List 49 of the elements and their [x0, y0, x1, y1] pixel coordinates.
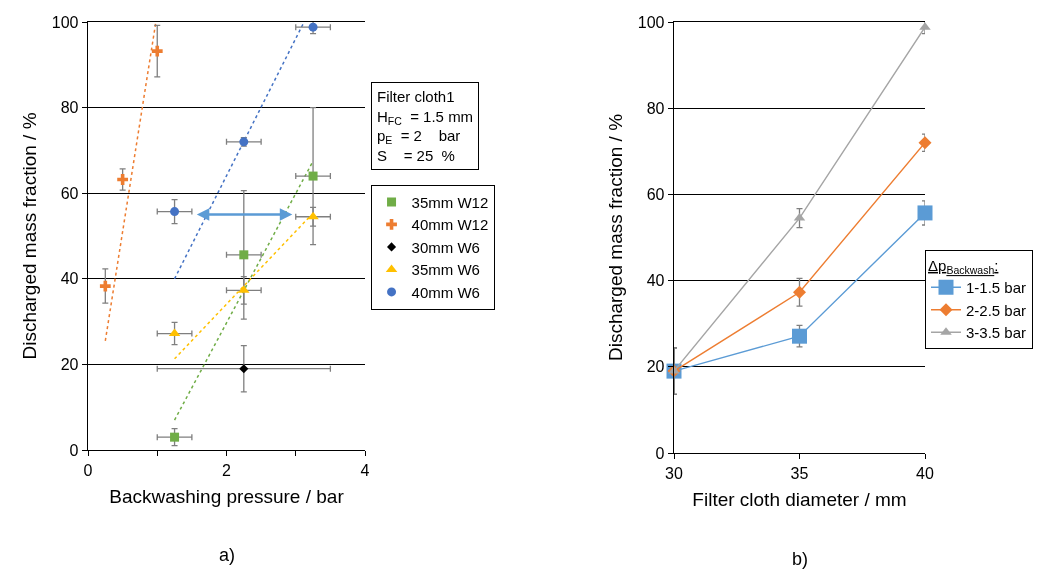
y-tick-label: 20 [646, 358, 665, 376]
point [99, 280, 111, 292]
x-axis-title: Backwashing pressure / bar [109, 486, 345, 508]
text: p$_{E}$ = 2 bar [377, 127, 461, 147]
legend-label: 3-3.5 bar [966, 324, 1027, 342]
y-tick-label: 0 [69, 441, 79, 459]
y-tick-label: 0 [655, 444, 665, 462]
legend-label: 40mm W6 [411, 283, 480, 301]
y-axis-title: Discharged mass fraction / % [604, 113, 626, 362]
y-tick-label: 40 [646, 272, 665, 290]
y-tick-label: 60 [60, 184, 79, 202]
point [918, 136, 932, 150]
y-tick-label: 80 [646, 99, 665, 117]
legend-label: 35mm W12 [411, 193, 489, 211]
point [792, 328, 807, 344]
x-tick-label: 40 [916, 464, 934, 482]
point [793, 285, 806, 299]
text: b) [792, 549, 809, 569]
y-tick-label: 100 [637, 13, 665, 31]
legend-label: 30mm W6 [411, 238, 480, 256]
x-tick-label: 4 [360, 461, 370, 479]
text: Filter cloth1 [377, 88, 455, 105]
legend-label: 2-2.5 bar [966, 301, 1027, 319]
y-tick-label: 40 [60, 270, 79, 288]
text: H$_{FC}$ = 1.5 mm [377, 107, 474, 127]
x-tick-label: 2 [222, 461, 232, 479]
point [307, 211, 319, 220]
legend-label: 1-1.5 bar [966, 279, 1027, 297]
text: S = 25 % [377, 146, 455, 164]
legend-label: 35mm W6 [411, 261, 480, 279]
y-tick-label: 80 [60, 99, 79, 117]
legend-title: Δp$_{Backwash}$: [928, 256, 999, 277]
point [170, 207, 180, 217]
point [308, 171, 318, 181]
y-tick-label: 60 [646, 186, 665, 203]
point [239, 250, 249, 260]
x-axis-title: Filter cloth diameter / mm [692, 489, 907, 511]
x-tick-label: 0 [83, 461, 93, 479]
point [170, 432, 180, 442]
legend-label: 40mm W12 [411, 216, 489, 234]
x-tick-label: 30 [665, 464, 683, 482]
x-tick-label: 35 [790, 464, 809, 482]
y-axis-title: Discharged mass fraction / % [18, 112, 40, 360]
point [239, 364, 249, 374]
y-tick-label: 20 [60, 356, 79, 373]
text: a) [219, 545, 236, 565]
point [917, 205, 933, 221]
y-tick-label: 100 [51, 13, 79, 31]
point [151, 45, 163, 57]
